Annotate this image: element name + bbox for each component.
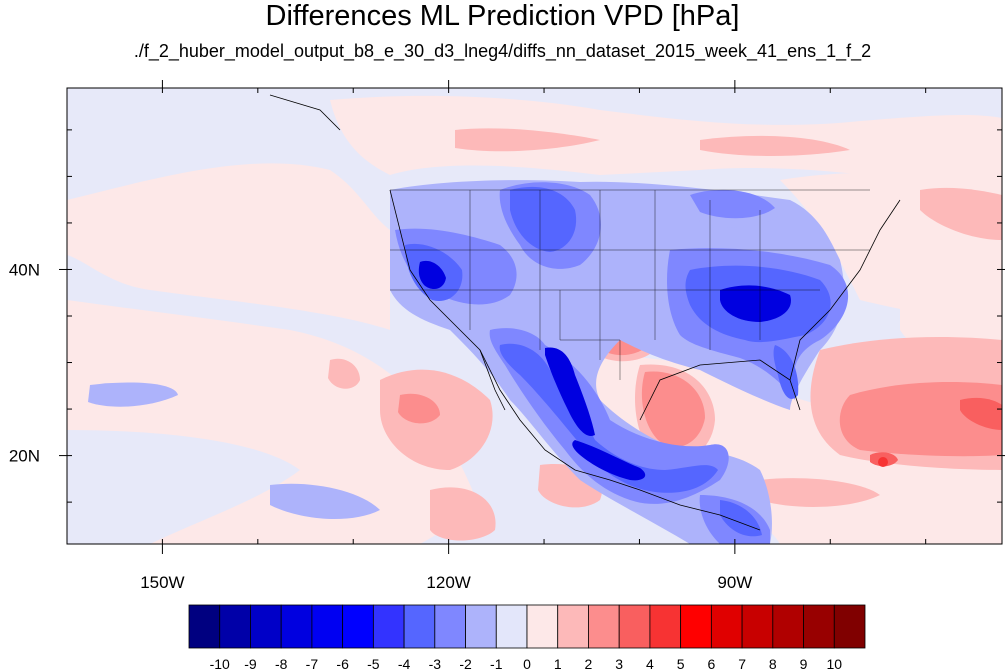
colorbar-swatch	[219, 604, 251, 649]
colorbar-label: 3	[615, 656, 623, 672]
colorbar-swatch	[434, 604, 466, 649]
colorbar-label: 2	[585, 656, 593, 672]
colorbar-swatch	[250, 604, 282, 649]
colorbar-swatch	[495, 604, 528, 649]
lat-tick-label: 20N	[9, 447, 40, 466]
colorbar-label: -1	[490, 656, 503, 672]
colorbar-swatch	[342, 604, 374, 649]
colorbar-label: -3	[429, 656, 442, 672]
colorbar-label: -9	[244, 656, 257, 672]
colorbar-label: 6	[707, 656, 715, 672]
colorbar-label: 0	[523, 656, 531, 672]
lon-tick-label: 120W	[426, 573, 470, 592]
colorbar-label: -6	[336, 656, 349, 672]
colorbar-label: 9	[800, 656, 808, 672]
colorbar-label: -5	[367, 656, 380, 672]
negative-anomaly-peak	[418, 260, 791, 481]
colorbar-swatch	[588, 604, 620, 649]
colorbar-swatch	[403, 604, 436, 649]
colorbar-swatch	[772, 604, 804, 649]
state-borders	[390, 189, 870, 380]
colorbar-swatch	[280, 604, 313, 649]
colorbar-label: 5	[677, 656, 685, 672]
colorbar-label: 1	[554, 656, 562, 672]
colorbar-swatch	[188, 604, 221, 649]
colorbar-swatch	[372, 604, 405, 649]
colorbar-swatch	[311, 604, 344, 649]
colorbar-label: -4	[398, 656, 411, 672]
colorbar-label: 7	[738, 656, 746, 672]
colorbar-label: -10	[210, 656, 230, 672]
colorbar-swatch	[557, 604, 589, 649]
colorbar-label: 8	[769, 656, 777, 672]
colorbar-swatch	[680, 604, 712, 649]
colorbar-swatch	[618, 604, 651, 649]
colorbar-swatch	[803, 604, 835, 649]
colorbar: -10 -9 -8 -7 -6 -5 -4 -3 -2 -1 0 1 2 3 4 5 6 7 8 9 10	[188, 604, 866, 672]
lon-tick-label: 150W	[140, 573, 184, 592]
lon-tick-label: 90W	[717, 573, 752, 592]
colorbar-swatch	[526, 604, 559, 649]
positive-anomaly-max	[878, 457, 888, 467]
colorbar-swatch	[649, 604, 682, 649]
colorbar-swatch	[833, 604, 866, 649]
colorbar-label: -7	[306, 656, 319, 672]
map-axes: 150W 120W 90W 40N 20N	[9, 80, 1005, 592]
colorbar-label: 4	[646, 656, 654, 672]
colorbar-swatch	[741, 604, 774, 649]
map-subtitle: ./f_2_huber_model_output_b8_e_30_d3_lneg…	[133, 41, 872, 61]
lat-tick-label: 40N	[9, 260, 40, 279]
colorbar-swatch	[710, 604, 743, 649]
coastlines	[269, 94, 901, 531]
map-title: Differences ML Prediction VPD [hPa]	[265, 0, 740, 32]
colorbar-label: -8	[275, 656, 288, 672]
colorbar-label: 10	[826, 656, 842, 672]
colorbar-swatch	[465, 604, 497, 649]
colorbar-label: -2	[459, 656, 472, 672]
vpd-difference-field	[67, 88, 1002, 544]
